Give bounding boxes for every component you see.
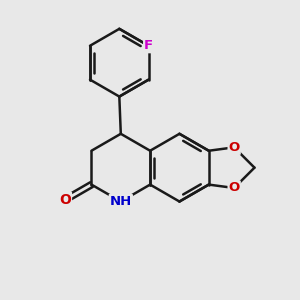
Text: O: O xyxy=(229,182,240,194)
Text: NH: NH xyxy=(110,195,132,208)
Text: F: F xyxy=(144,39,153,52)
Text: O: O xyxy=(229,141,240,154)
Text: O: O xyxy=(59,193,71,207)
